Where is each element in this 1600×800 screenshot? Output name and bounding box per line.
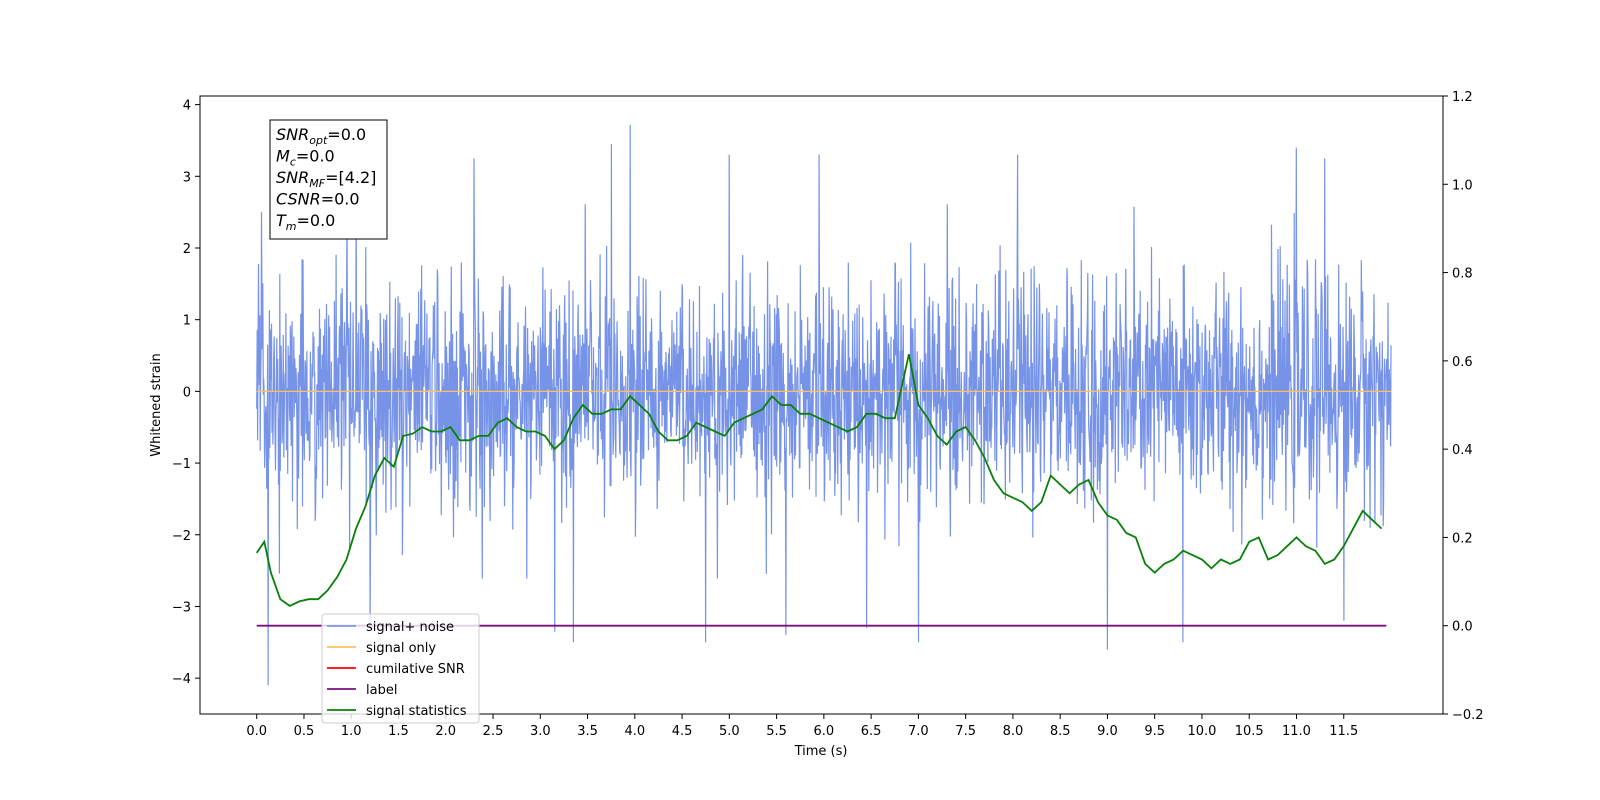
- x-axis-label: Time (s): [794, 744, 848, 759]
- y-tick-label: 2: [183, 242, 191, 257]
- y-tick-label: −4: [172, 672, 191, 687]
- y2-tick-label: 0.6: [1452, 355, 1473, 370]
- x-tick-label: 3.5: [577, 724, 598, 739]
- x-tick-label: 4.5: [672, 724, 693, 739]
- x-tick-label: 2.0: [435, 724, 456, 739]
- signal-noise-line: [256, 124, 1392, 686]
- x-tick-label: 11.0: [1282, 724, 1311, 739]
- series-signal-statistics: [255, 354, 1383, 607]
- x-tick-label: 1.5: [388, 724, 409, 739]
- y2-tick-label: 1.2: [1452, 90, 1473, 105]
- x-tick-label: 5.5: [766, 724, 787, 739]
- y-tick-label: 4: [183, 99, 191, 114]
- y2-tick-label: 0.4: [1452, 443, 1473, 458]
- y-tick-label: −1: [172, 457, 191, 472]
- y2-tick-label: 0.2: [1452, 531, 1473, 546]
- legend-entry: label: [366, 683, 397, 698]
- x-tick-label: 4.0: [624, 724, 645, 739]
- x-tick-label: 6.0: [814, 724, 835, 739]
- info-line: SNRMF=[4.2]: [276, 168, 376, 190]
- info-line: Tm=0.0: [276, 211, 335, 233]
- legend-entry: signal only: [366, 641, 436, 656]
- y-tick-label: 3: [183, 170, 191, 185]
- y2-tick-label: 0.0: [1452, 620, 1473, 635]
- x-tick-label: 10.0: [1187, 724, 1216, 739]
- x-tick-label: 0.5: [294, 724, 315, 739]
- y2-tick-label: 0.8: [1452, 267, 1473, 282]
- x-tick-label: 7.0: [908, 724, 929, 739]
- x-tick-label: 5.0: [719, 724, 740, 739]
- series-signal-noise: [256, 124, 1392, 686]
- info-box-frame: [269, 119, 388, 240]
- legend-entry: signal+ noise: [366, 620, 454, 635]
- y-axis-label: Whitened strain: [149, 353, 164, 456]
- x-tick-label: 2.5: [483, 724, 504, 739]
- y-tick-label: 0: [183, 385, 191, 400]
- x-tick-label: 9.0: [1097, 724, 1118, 739]
- legend-frame: [321, 613, 480, 724]
- plot-area: [199, 95, 1444, 715]
- legend-entry: signal statistics: [366, 704, 467, 719]
- info-line: CSNR=0.0: [276, 190, 360, 209]
- x-tick-label: 1.0: [341, 724, 362, 739]
- info-line: Mc=0.0: [276, 147, 335, 169]
- y-tick-label: −3: [172, 600, 191, 615]
- x-tick-label: 11.5: [1329, 724, 1358, 739]
- y-tick-label: −2: [172, 529, 191, 544]
- x-tick-label: 7.5: [955, 724, 976, 739]
- info-line: SNRopt=0.0: [276, 125, 366, 147]
- x-tick-label: 9.5: [1144, 724, 1165, 739]
- x-tick-label: 10.5: [1235, 724, 1264, 739]
- x-tick-label: 0.0: [246, 724, 267, 739]
- y2-tick-label: 1.0: [1452, 178, 1473, 193]
- y-tick-label: 1: [183, 314, 191, 329]
- x-tick-label: 6.5: [861, 724, 882, 739]
- legend: signal+ noise signal only cumilative SNR la…: [321, 613, 480, 724]
- legend-entry: cumilative SNR: [366, 662, 465, 677]
- y2-tick-label: −0.2: [1452, 708, 1484, 723]
- x-tick-label: 8.5: [1050, 724, 1071, 739]
- x-tick-label: 8.0: [1003, 724, 1024, 739]
- x-tick-label: 3.0: [530, 724, 551, 739]
